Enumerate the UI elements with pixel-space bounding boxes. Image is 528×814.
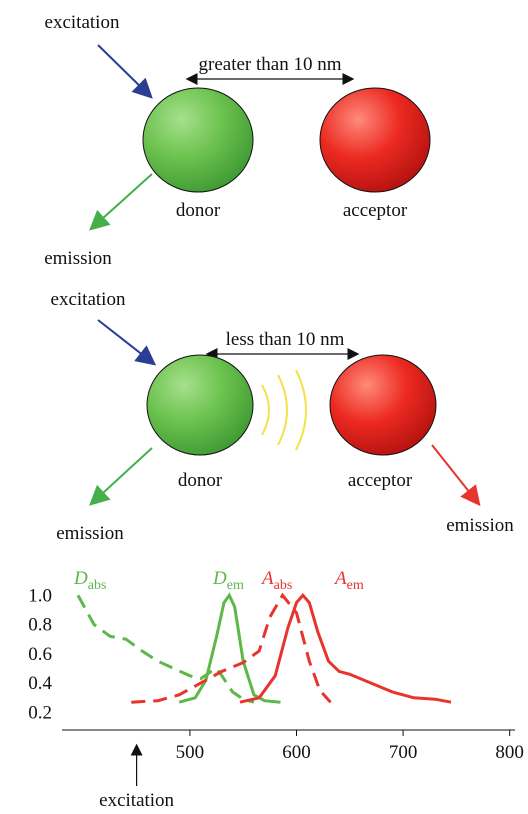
donor-sphere — [147, 355, 253, 455]
label: emission — [44, 248, 112, 269]
label: excitation — [51, 289, 126, 310]
label: greater than 10 nm — [199, 54, 342, 75]
series-label: Aabs — [260, 568, 292, 593]
series-subscript: em — [227, 578, 244, 593]
series-subscript: abs — [274, 578, 293, 593]
spectrum-line — [131, 595, 330, 702]
series-subscript: abs — [88, 578, 107, 593]
donor-sphere — [143, 88, 253, 192]
series-name: A — [333, 568, 347, 589]
label: donor — [176, 200, 221, 221]
y-tick-label: 0.4 — [28, 673, 52, 694]
y-tick-label: 1.0 — [28, 585, 52, 606]
label: excitation — [45, 12, 120, 33]
spectrum-line — [78, 595, 254, 702]
series-name: D — [73, 568, 88, 589]
acceptor-sphere — [330, 355, 436, 455]
y-tick-label: 0.2 — [28, 702, 52, 723]
arrow — [98, 45, 150, 96]
y-tick-label: 0.6 — [28, 644, 52, 665]
arrow — [92, 448, 152, 503]
series-label: Aem — [333, 568, 364, 593]
arrow — [432, 445, 478, 503]
x-tick-label: 700 — [389, 742, 418, 763]
annotation: excitation — [99, 790, 174, 811]
acceptor-sphere — [320, 88, 430, 192]
series-name: A — [260, 568, 274, 589]
series-name: D — [212, 568, 227, 589]
label: donor — [178, 470, 223, 491]
y-tick-label: 0.8 — [28, 615, 52, 636]
energy-waves — [262, 370, 306, 450]
arrow — [98, 320, 153, 363]
label: acceptor — [348, 470, 413, 491]
label: emission — [56, 523, 124, 544]
x-tick-label: 800 — [495, 742, 524, 763]
figure: excitation greater than 10 nm donor acce… — [0, 0, 528, 814]
label: acceptor — [343, 200, 408, 221]
series-label: Dem — [212, 568, 244, 593]
x-tick-label: 500 — [176, 742, 205, 763]
series-label: Dabs — [73, 568, 106, 593]
label: emission — [446, 515, 514, 536]
series-subscript: em — [347, 578, 364, 593]
x-tick-label: 600 — [282, 742, 311, 763]
label: less than 10 nm — [226, 329, 345, 350]
arrow — [92, 174, 152, 228]
